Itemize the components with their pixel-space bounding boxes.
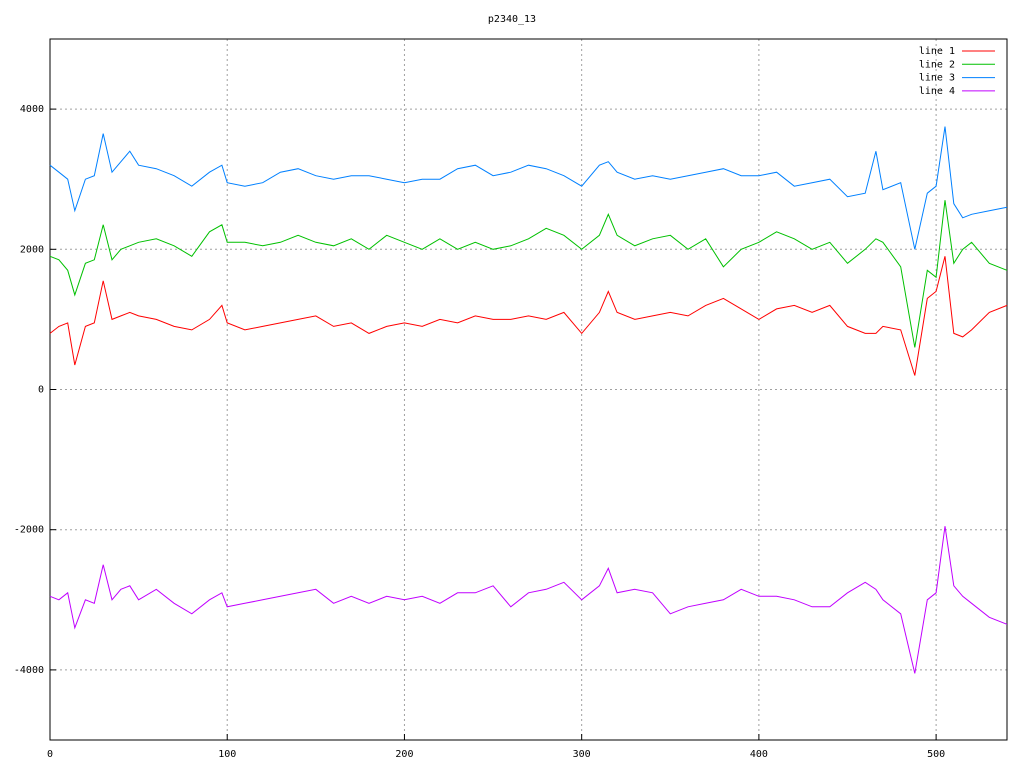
data-line <box>49 200 1008 348</box>
y-tick-label: -4000 <box>14 665 44 676</box>
x-tick-label: 300 <box>573 749 591 760</box>
legend-label: line 4 <box>919 86 955 97</box>
data-line <box>49 126 1008 250</box>
x-tick-label: 0 <box>47 749 53 760</box>
chart-title: p2340_13 <box>488 14 536 25</box>
y-tick-label: 2000 <box>20 244 44 255</box>
legend-label: line 1 <box>919 46 955 57</box>
legend-label: line 3 <box>919 73 955 84</box>
x-tick-label: 500 <box>927 749 945 760</box>
y-tick-label: 0 <box>38 385 44 396</box>
x-tick-label: 200 <box>395 749 413 760</box>
legend-label: line 2 <box>919 59 955 70</box>
y-tick-label: -2000 <box>14 525 44 536</box>
plot-border <box>49 38 1008 741</box>
x-tick-label: 100 <box>218 749 236 760</box>
data-line <box>49 256 1008 376</box>
data-line <box>49 526 1008 674</box>
y-tick-label: 4000 <box>20 104 44 115</box>
x-tick-label: 400 <box>750 749 768 760</box>
